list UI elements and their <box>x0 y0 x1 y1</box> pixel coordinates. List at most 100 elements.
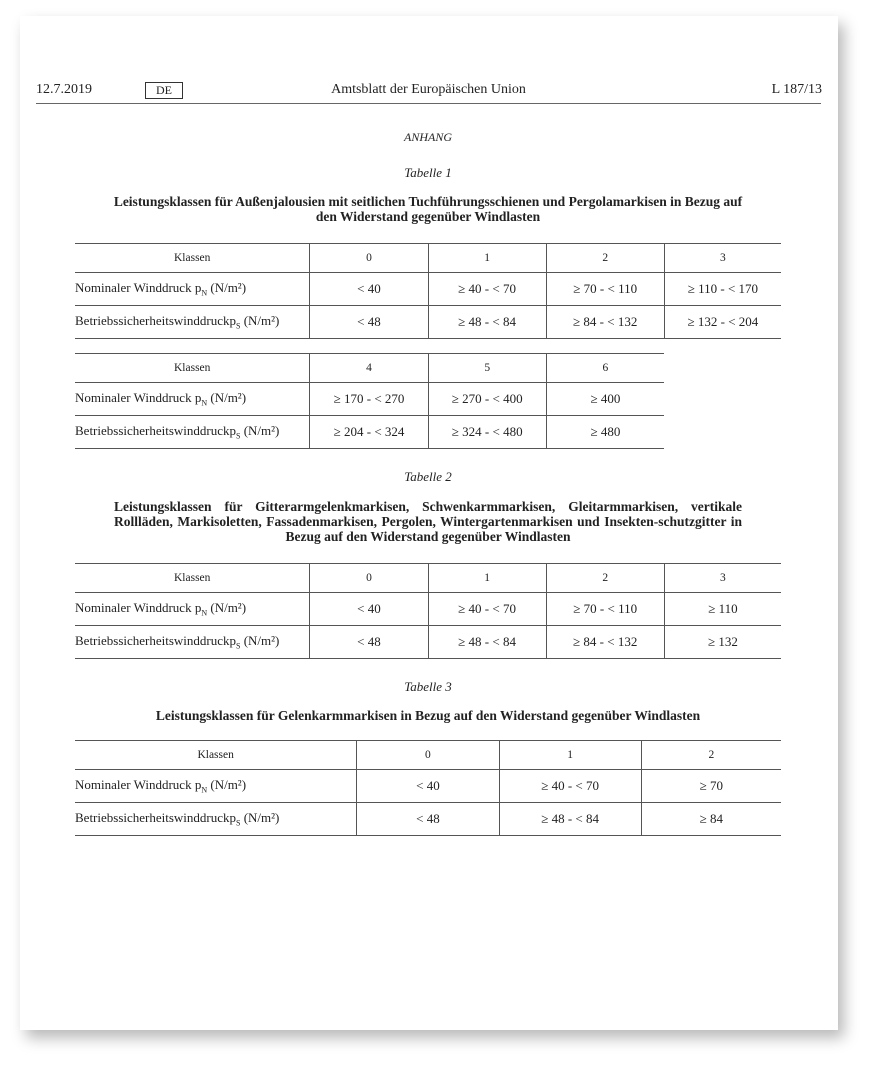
table-cell: ≥ 48 - < 84 <box>427 305 547 339</box>
row-label-unit: (N/m²) <box>240 633 280 649</box>
header-date: 12.7.2019 <box>36 82 92 97</box>
table-2-title: Leistungsklassen für Gitterarmgelenkmark… <box>114 499 742 544</box>
table-header-row: Klassen 0 1 2 <box>75 740 781 770</box>
header-cell: Klassen <box>75 243 310 273</box>
row-label-unit: (N/m²) <box>207 777 247 793</box>
table-3-title: Leistungsklassen für Gelenkarmmarkisen i… <box>155 708 701 723</box>
table-cell: ≥ 480 <box>545 415 664 449</box>
table-cell: ≥ 324 - < 480 <box>427 415 547 449</box>
table-cell: ≥ 270 - < 400 <box>427 382 547 416</box>
classes-table: Klassen 0 1 2 3 Nominaler Winddruck pN (N/m²)… <box>75 563 781 659</box>
header-cell: 3 <box>663 243 781 273</box>
row-label: Nominaler Winddruck pN (N/m²) <box>75 592 310 626</box>
row-label: BetriebssicherheitswinddruckpS (N/m²) <box>75 415 310 449</box>
table-cell: ≥ 40 - < 70 <box>427 592 547 626</box>
table-cell: ≥ 48 - < 84 <box>427 625 547 659</box>
row-label: Nominaler Winddruck pN (N/m²) <box>75 769 357 803</box>
table-3-caption: Tabelle 3 <box>404 679 452 694</box>
header-cell: 1 <box>427 243 547 273</box>
row-label-text: Nominaler Winddruck p <box>75 280 202 296</box>
table-row: Nominaler Winddruck pN (N/m²) < 40 ≥ 40 - … <box>75 592 781 626</box>
row-label-unit: (N/m²) <box>207 280 247 296</box>
table-cell: ≥ 40 - < 70 <box>498 769 642 803</box>
row-label-subscript: N <box>201 608 208 618</box>
row-label-subscript: S <box>236 431 241 441</box>
header-cell: 2 <box>545 243 665 273</box>
row-label-unit: (N/m²) <box>240 423 280 439</box>
row-label-subscript: N <box>201 398 208 408</box>
annex-title: ANHANG <box>404 130 452 144</box>
row-label-subscript: S <box>236 641 241 651</box>
table-row: BetriebssicherheitswinddruckpS (N/m²) < 4… <box>75 305 781 339</box>
table-1-title: Leistungsklassen für Außenjalousien mit … <box>113 194 743 224</box>
table-row: Nominaler Winddruck pN (N/m²) < 40 ≥ 40 - … <box>75 272 781 306</box>
header-cell: 0 <box>356 740 500 770</box>
header-cell: 1 <box>498 740 642 770</box>
table-row: BetriebssicherheitswinddruckpS (N/m²) ≥ 2… <box>75 415 664 449</box>
row-label-subscript: S <box>236 818 241 828</box>
header-cell: 0 <box>309 243 429 273</box>
header-cell: Klassen <box>75 353 310 383</box>
table-cell: ≥ 70 <box>640 769 781 803</box>
row-label: Nominaler Winddruck pN (N/m²) <box>75 272 310 306</box>
row-label: BetriebssicherheitswinddruckpS (N/m²) <box>75 802 357 836</box>
table-cell: ≥ 110 <box>663 592 781 626</box>
row-label-unit: (N/m²) <box>207 390 247 406</box>
header-rule <box>36 103 821 104</box>
classes-table: Klassen 4 5 6 Nominaler Winddruck pN (N/m²) ≥… <box>75 353 664 449</box>
row-label-text: Nominaler Winddruck p <box>75 390 202 406</box>
row-label-text: Betriebssicherheitswinddruckp <box>75 423 237 439</box>
table-cell: < 48 <box>309 305 429 339</box>
table-1-caption: Tabelle 1 <box>404 165 452 180</box>
header-cell: Klassen <box>75 563 310 593</box>
document-page <box>20 16 838 1030</box>
table-header-row: Klassen 0 1 2 3 <box>75 563 781 593</box>
row-label-text: Betriebssicherheitswinddruckp <box>75 810 237 826</box>
header-cell: 6 <box>545 353 664 383</box>
journal-title: Amtsblatt der Europäischen Union <box>331 82 526 97</box>
table-cell: ≥ 204 - < 324 <box>309 415 429 449</box>
row-label-unit: (N/m²) <box>240 810 280 826</box>
header-cell: 5 <box>427 353 547 383</box>
table-cell: ≥ 84 - < 132 <box>545 625 665 659</box>
row-label-text: Nominaler Winddruck p <box>75 600 202 616</box>
table-row: Nominaler Winddruck pN (N/m²) ≥ 170 - < 2… <box>75 382 664 416</box>
row-label-subscript: S <box>236 321 241 331</box>
table-cell: ≥ 70 - < 110 <box>545 272 665 306</box>
table-cell: ≥ 84 - < 132 <box>545 305 665 339</box>
table-header-row: Klassen 4 5 6 <box>75 353 664 383</box>
table-row: BetriebssicherheitswinddruckpS (N/m²) < 4… <box>75 625 781 659</box>
page-number: L 187/13 <box>771 82 822 97</box>
header-cell: 0 <box>309 563 429 593</box>
classes-table: Klassen 0 1 2 3 Nominaler Winddruck pN (N/m²)… <box>75 243 781 339</box>
table-cell: ≥ 132 - < 204 <box>663 305 781 339</box>
table-2-caption: Tabelle 2 <box>404 469 452 484</box>
table-cell: < 48 <box>309 625 429 659</box>
table-cell: ≥ 70 - < 110 <box>545 592 665 626</box>
table-cell: ≥ 170 - < 270 <box>309 382 429 416</box>
header-cell: 2 <box>640 740 781 770</box>
table-cell: ≥ 400 <box>545 382 664 416</box>
table-cell: < 48 <box>356 802 500 836</box>
table-cell: ≥ 110 - < 170 <box>663 272 781 306</box>
row-label-text: Betriebssicherheitswinddruckp <box>75 313 237 329</box>
table-cell: < 40 <box>356 769 500 803</box>
header-cell: 1 <box>427 563 547 593</box>
row-label-unit: (N/m²) <box>207 600 247 616</box>
row-label-unit: (N/m²) <box>240 313 280 329</box>
row-label-subscript: N <box>201 785 208 795</box>
table-cell: < 40 <box>309 272 429 306</box>
row-label-text: Betriebssicherheitswinddruckp <box>75 633 237 649</box>
header-cell: 3 <box>663 563 781 593</box>
row-label: BetriebssicherheitswinddruckpS (N/m²) <box>75 305 310 339</box>
language-badge: DE <box>145 82 183 99</box>
header-cell: 2 <box>545 563 665 593</box>
table-cell: ≥ 132 <box>663 625 781 659</box>
table-cell: ≥ 84 <box>640 802 781 836</box>
table-cell: < 40 <box>309 592 429 626</box>
row-label-subscript: N <box>201 288 208 298</box>
row-label: Nominaler Winddruck pN (N/m²) <box>75 382 310 416</box>
table-row: BetriebssicherheitswinddruckpS (N/m²) < 4… <box>75 802 781 836</box>
row-label-text: Nominaler Winddruck p <box>75 777 202 793</box>
row-label: BetriebssicherheitswinddruckpS (N/m²) <box>75 625 310 659</box>
